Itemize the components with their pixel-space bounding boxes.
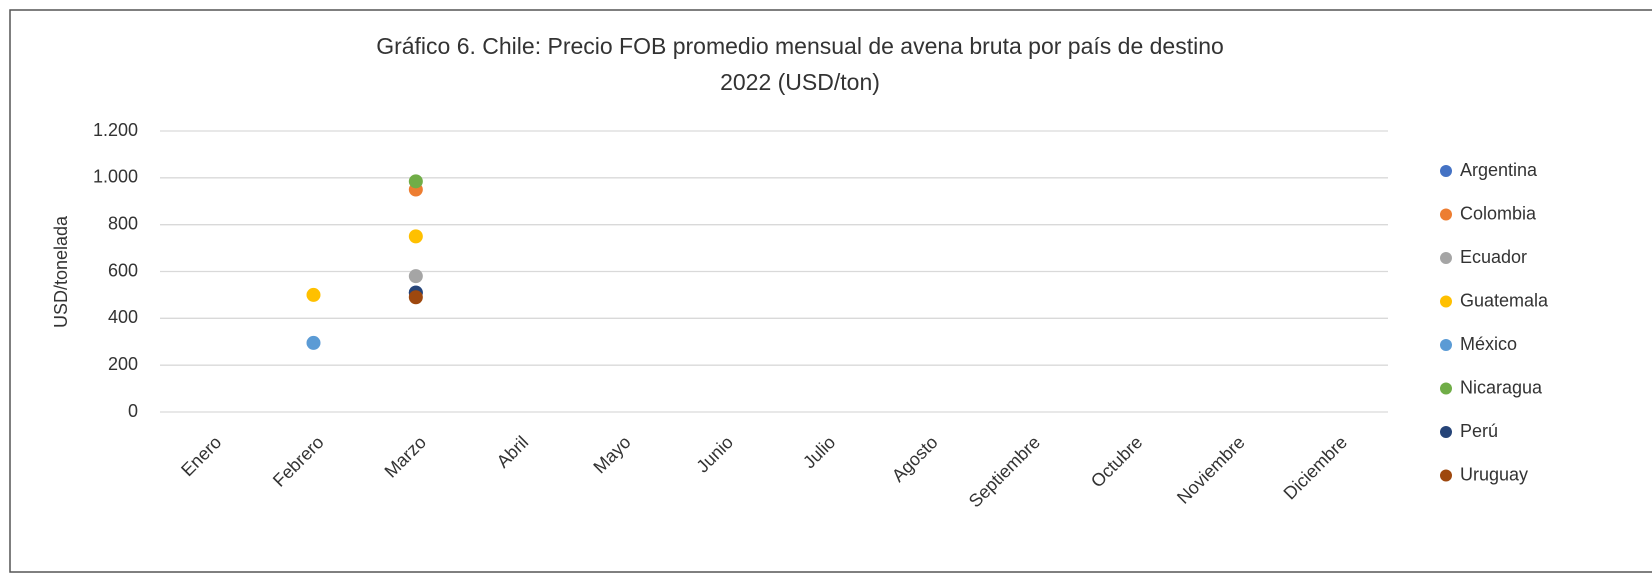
- legend-marker: [1440, 252, 1452, 264]
- y-tick-label: 0: [128, 401, 138, 421]
- point: [408, 174, 423, 189]
- legend-label: Nicaragua: [1460, 377, 1543, 397]
- point: [408, 229, 423, 244]
- legend-label: Guatemala: [1460, 290, 1549, 310]
- y-tick-label: 1.200: [93, 120, 138, 140]
- chart-title: Gráfico 6. Chile: Precio FOB promedio me…: [376, 33, 1224, 59]
- legend-marker: [1440, 382, 1452, 395]
- legend-marker: [1440, 208, 1452, 221]
- y-axis-label: USD/tonelada: [51, 215, 71, 328]
- point: [306, 335, 321, 350]
- chart-subtitle: 2022 (USD/ton): [720, 69, 880, 95]
- y-tick-label: 600: [108, 260, 138, 280]
- y-tick-label: 800: [108, 213, 138, 233]
- legend-marker: [1440, 165, 1452, 177]
- y-tick-label: 1.000: [93, 167, 138, 187]
- point: [408, 269, 423, 284]
- legend-label: Colombia: [1460, 203, 1537, 223]
- legend-marker: [1440, 339, 1452, 351]
- legend-marker: [1440, 295, 1452, 308]
- y-tick-label: 200: [108, 354, 138, 374]
- legend-label: Argentina: [1460, 160, 1538, 180]
- legend-label: Ecuador: [1460, 247, 1527, 267]
- legend-marker: [1440, 426, 1452, 438]
- legend-label: Perú: [1460, 421, 1498, 441]
- legend-marker: [1440, 469, 1452, 482]
- chart-frame: [9, 9, 1652, 573]
- legend-label: Uruguay: [1460, 464, 1528, 484]
- point: [408, 290, 423, 305]
- point: [306, 287, 321, 302]
- legend-label: México: [1460, 334, 1517, 354]
- y-tick-label: 400: [108, 307, 138, 327]
